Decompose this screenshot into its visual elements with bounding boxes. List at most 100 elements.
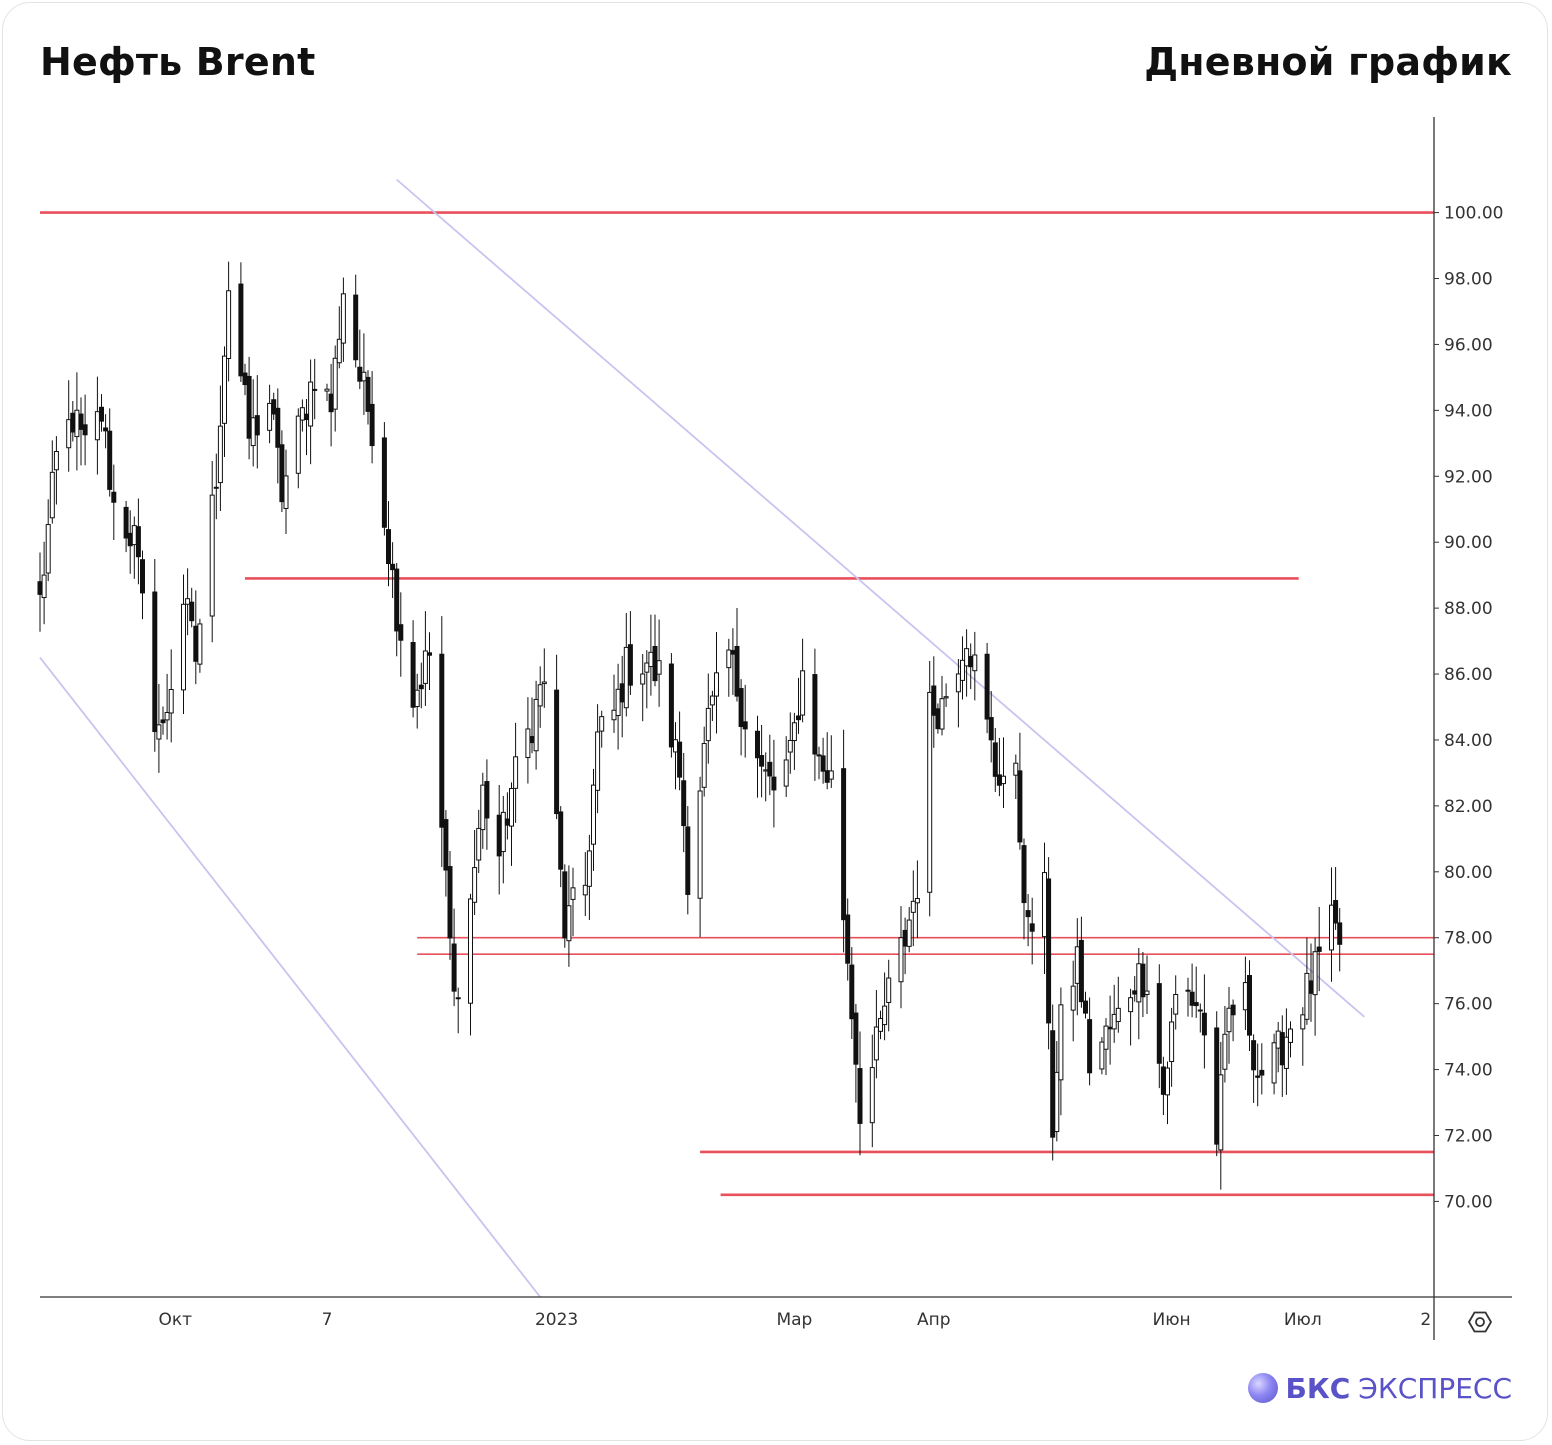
candle-down [1201,1012,1207,1036]
candle-down [451,943,457,992]
candle-down [439,653,445,828]
x-tick-label: 2023 [535,1310,578,1330]
axes-layer [40,117,1512,1340]
candle-up [960,659,965,681]
candle-down [304,413,309,421]
settings-gear-icon[interactable] [1467,1311,1493,1333]
candle-up [791,722,797,742]
candle-down [152,591,158,733]
candle-up [1099,1041,1105,1070]
candle-up [1226,1007,1232,1033]
x-tick-label: Окт [159,1310,193,1330]
candle-up [701,743,707,788]
candle-down [484,781,490,819]
candle-up [1312,951,1318,996]
y-tick-label: 100.00 [1444,204,1503,224]
y-tick-label: 98.00 [1444,270,1493,290]
x-tick-label: Июл [1284,1310,1322,1330]
candle-down [1021,845,1027,904]
candle-up [1169,1021,1175,1063]
candle-down [742,721,748,730]
y-tick-label: 96.00 [1444,335,1493,355]
candle-down [529,736,535,744]
candle-down [668,663,674,748]
candle-up [972,654,978,672]
candle-down [1189,991,1195,1006]
candle-down [1083,1000,1088,1014]
candle-up [332,357,338,410]
candle-down [357,366,363,382]
candle-up [541,681,547,685]
candle-up [656,660,662,675]
candle-down [1259,1069,1265,1076]
candle-down [812,674,818,755]
candle-up [1128,997,1134,1013]
candle-down [935,708,941,730]
candle-up [828,770,834,780]
y-tick-label: 74.00 [1444,1061,1493,1081]
candle-up [49,471,55,519]
candle-down [1214,1027,1220,1145]
candle-up [906,919,912,947]
candle-up [1304,972,1310,1020]
candle-down [1255,1075,1261,1078]
candle-up [648,651,654,668]
candle-down [447,866,453,939]
y-tick-label: 78.00 [1444,929,1493,949]
candle-up [615,688,621,717]
y-tick-label: 84.00 [1444,731,1493,751]
x-tick-label: Апр [917,1310,951,1330]
y-tick-label: 80.00 [1444,863,1493,883]
candle-up [910,900,916,913]
candle-down [427,652,432,656]
x-tick-label: Июн [1153,1310,1191,1330]
candle-up [1218,1074,1224,1151]
candle-down [394,568,400,632]
candle-up [939,698,945,730]
brand-name: БКС [1285,1371,1351,1405]
candle-down [685,826,691,895]
candle-up [873,1026,879,1061]
candle-up [533,698,539,752]
candle-down [1247,975,1252,1036]
candle-down [328,393,334,413]
candle-down [1279,1032,1285,1066]
candle-down [78,413,84,430]
y-tick-label: 88.00 [1444,599,1493,619]
x-tick-label: Мар [776,1310,812,1330]
candle-up [1197,1009,1203,1012]
bks-sphere-icon [1247,1373,1278,1403]
candle-up [131,525,137,546]
candle-down [992,742,998,777]
candle-up [336,338,342,364]
candle-down [767,761,773,777]
candle-up [168,688,174,714]
candle-down [279,444,285,503]
candle-up [599,716,605,732]
candle-down [824,770,830,783]
candle-down [1017,770,1023,843]
candle-up [1144,990,1150,995]
candle-down [931,685,937,716]
candle-up [1070,985,1076,1011]
candle-down [968,655,974,668]
candle-up [705,707,711,742]
candle-up [726,649,732,669]
candle-up [476,827,482,861]
candle-up [566,905,572,942]
candle-down [504,818,510,826]
candle-up [878,1018,883,1032]
candle-up [955,673,961,693]
candle-down [845,914,851,964]
candle-down [312,388,318,391]
candle-down [271,399,277,415]
candle-down [755,730,760,759]
candle-down [238,283,244,377]
candle-up [1058,1004,1064,1081]
candle-up [513,756,519,789]
candle-up [1271,1042,1277,1084]
candle-up [324,388,330,392]
candle-down [771,776,777,791]
candle-down [111,491,117,503]
